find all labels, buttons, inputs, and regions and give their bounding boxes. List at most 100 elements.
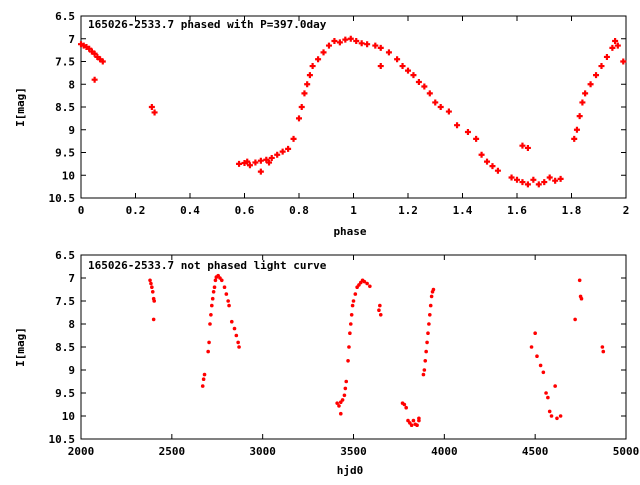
data-point (535, 181, 542, 188)
data-point (368, 284, 372, 289)
data-point (210, 303, 214, 308)
data-point (151, 109, 158, 116)
data-point (200, 384, 205, 388)
unphased-chart: 165026-2533.7 not phased light curve hjd… (14, 249, 639, 477)
data-point (427, 322, 431, 326)
data-point (533, 331, 537, 336)
data-point (149, 281, 153, 286)
data-point (428, 313, 432, 317)
data-point (484, 158, 491, 165)
x-tick-label: 1 (350, 204, 357, 217)
data-point (614, 42, 621, 49)
data-point (219, 278, 224, 283)
data-point (424, 349, 428, 354)
data-point (306, 72, 313, 79)
data-point (338, 411, 343, 416)
data-point (546, 395, 550, 400)
data-point (304, 81, 311, 88)
data-point (315, 56, 322, 63)
data-point (377, 308, 381, 313)
data-point (377, 44, 384, 51)
data-point (508, 174, 515, 181)
data-point (620, 58, 627, 65)
data-point (428, 303, 433, 308)
data-point (91, 50, 98, 57)
y-tick-label: 8.5 (55, 341, 75, 354)
data-point (340, 398, 345, 402)
data-point (538, 363, 543, 368)
data-point (431, 287, 436, 292)
data-point (227, 303, 231, 308)
y-tick-label: 8.5 (55, 101, 75, 114)
y-tick-label: 7.5 (55, 295, 75, 308)
data-point (524, 181, 531, 188)
data-point (335, 401, 339, 405)
x-tick-label: 5000 (613, 445, 640, 458)
y-tick-label: 9.5 (55, 387, 75, 400)
data-point (342, 393, 347, 398)
data-point (544, 391, 548, 395)
data-point (351, 299, 356, 303)
y-axis-label: I[mag] (14, 87, 27, 127)
data-point (421, 372, 426, 377)
axis-ticks: 0 0.2 0.4 0.6 0.8 1 1.2 1.4 1.6 1.8 2 6.5 7 7.5 8 8.5 9 9… (49, 10, 630, 217)
axis-ticks: 2000 2500 3000 3500 4000 4500 5000 6.5 7 7.5 8 8.5 9… (49, 249, 640, 458)
data-point (553, 384, 557, 388)
data-point (224, 292, 229, 296)
data-point (429, 294, 434, 299)
data-point (91, 76, 98, 83)
data-point (152, 299, 157, 303)
data-point (464, 129, 471, 136)
y-tick-label: 6.5 (55, 249, 75, 262)
data-point (530, 176, 537, 183)
data-point (257, 168, 264, 175)
y-tick-label: 8 (68, 78, 75, 91)
data-point (454, 122, 461, 129)
y-tick-label: 9 (68, 124, 75, 137)
x-tick-label: 0.4 (180, 204, 200, 217)
data-point (206, 349, 210, 354)
data-point (222, 285, 227, 290)
data-point (404, 405, 408, 410)
y-tick-label: 6.5 (55, 10, 75, 23)
data-point (426, 90, 433, 97)
data-point (234, 333, 239, 338)
x-tick-label: 0.2 (126, 204, 146, 217)
data-point (246, 162, 253, 169)
y-tick-label: 10 (62, 169, 75, 182)
x-tick-label: 4000 (431, 445, 458, 458)
data-point (577, 278, 582, 283)
data-point (489, 163, 496, 170)
data-point (409, 423, 414, 428)
data-point (535, 354, 539, 359)
data-point (378, 303, 382, 308)
data-point (301, 90, 308, 97)
data-point (612, 38, 619, 45)
data-point (285, 145, 292, 152)
data-point (347, 345, 351, 349)
data-point (353, 38, 360, 45)
data-point (349, 313, 354, 317)
data-point (236, 160, 243, 167)
data-point (600, 345, 605, 349)
data-point (148, 278, 152, 283)
data-point (587, 81, 594, 88)
data-point (99, 58, 106, 65)
data-point (372, 42, 379, 49)
x-tick-label: 0 (78, 204, 85, 217)
x-tick-label: 1.8 (562, 204, 582, 217)
data-point (201, 377, 206, 382)
y-tick-label: 7 (68, 33, 75, 46)
data-point (344, 379, 349, 384)
data-point (411, 418, 416, 423)
data-point (405, 67, 411, 74)
data-point (226, 299, 230, 303)
data-point (558, 414, 563, 418)
data-point (350, 303, 355, 308)
data-point (229, 319, 234, 324)
data-point (244, 158, 251, 165)
data-point (252, 159, 259, 166)
data-point (237, 345, 241, 349)
chart-title: 165026-2533.7 phased with P=397.0day (88, 18, 327, 31)
